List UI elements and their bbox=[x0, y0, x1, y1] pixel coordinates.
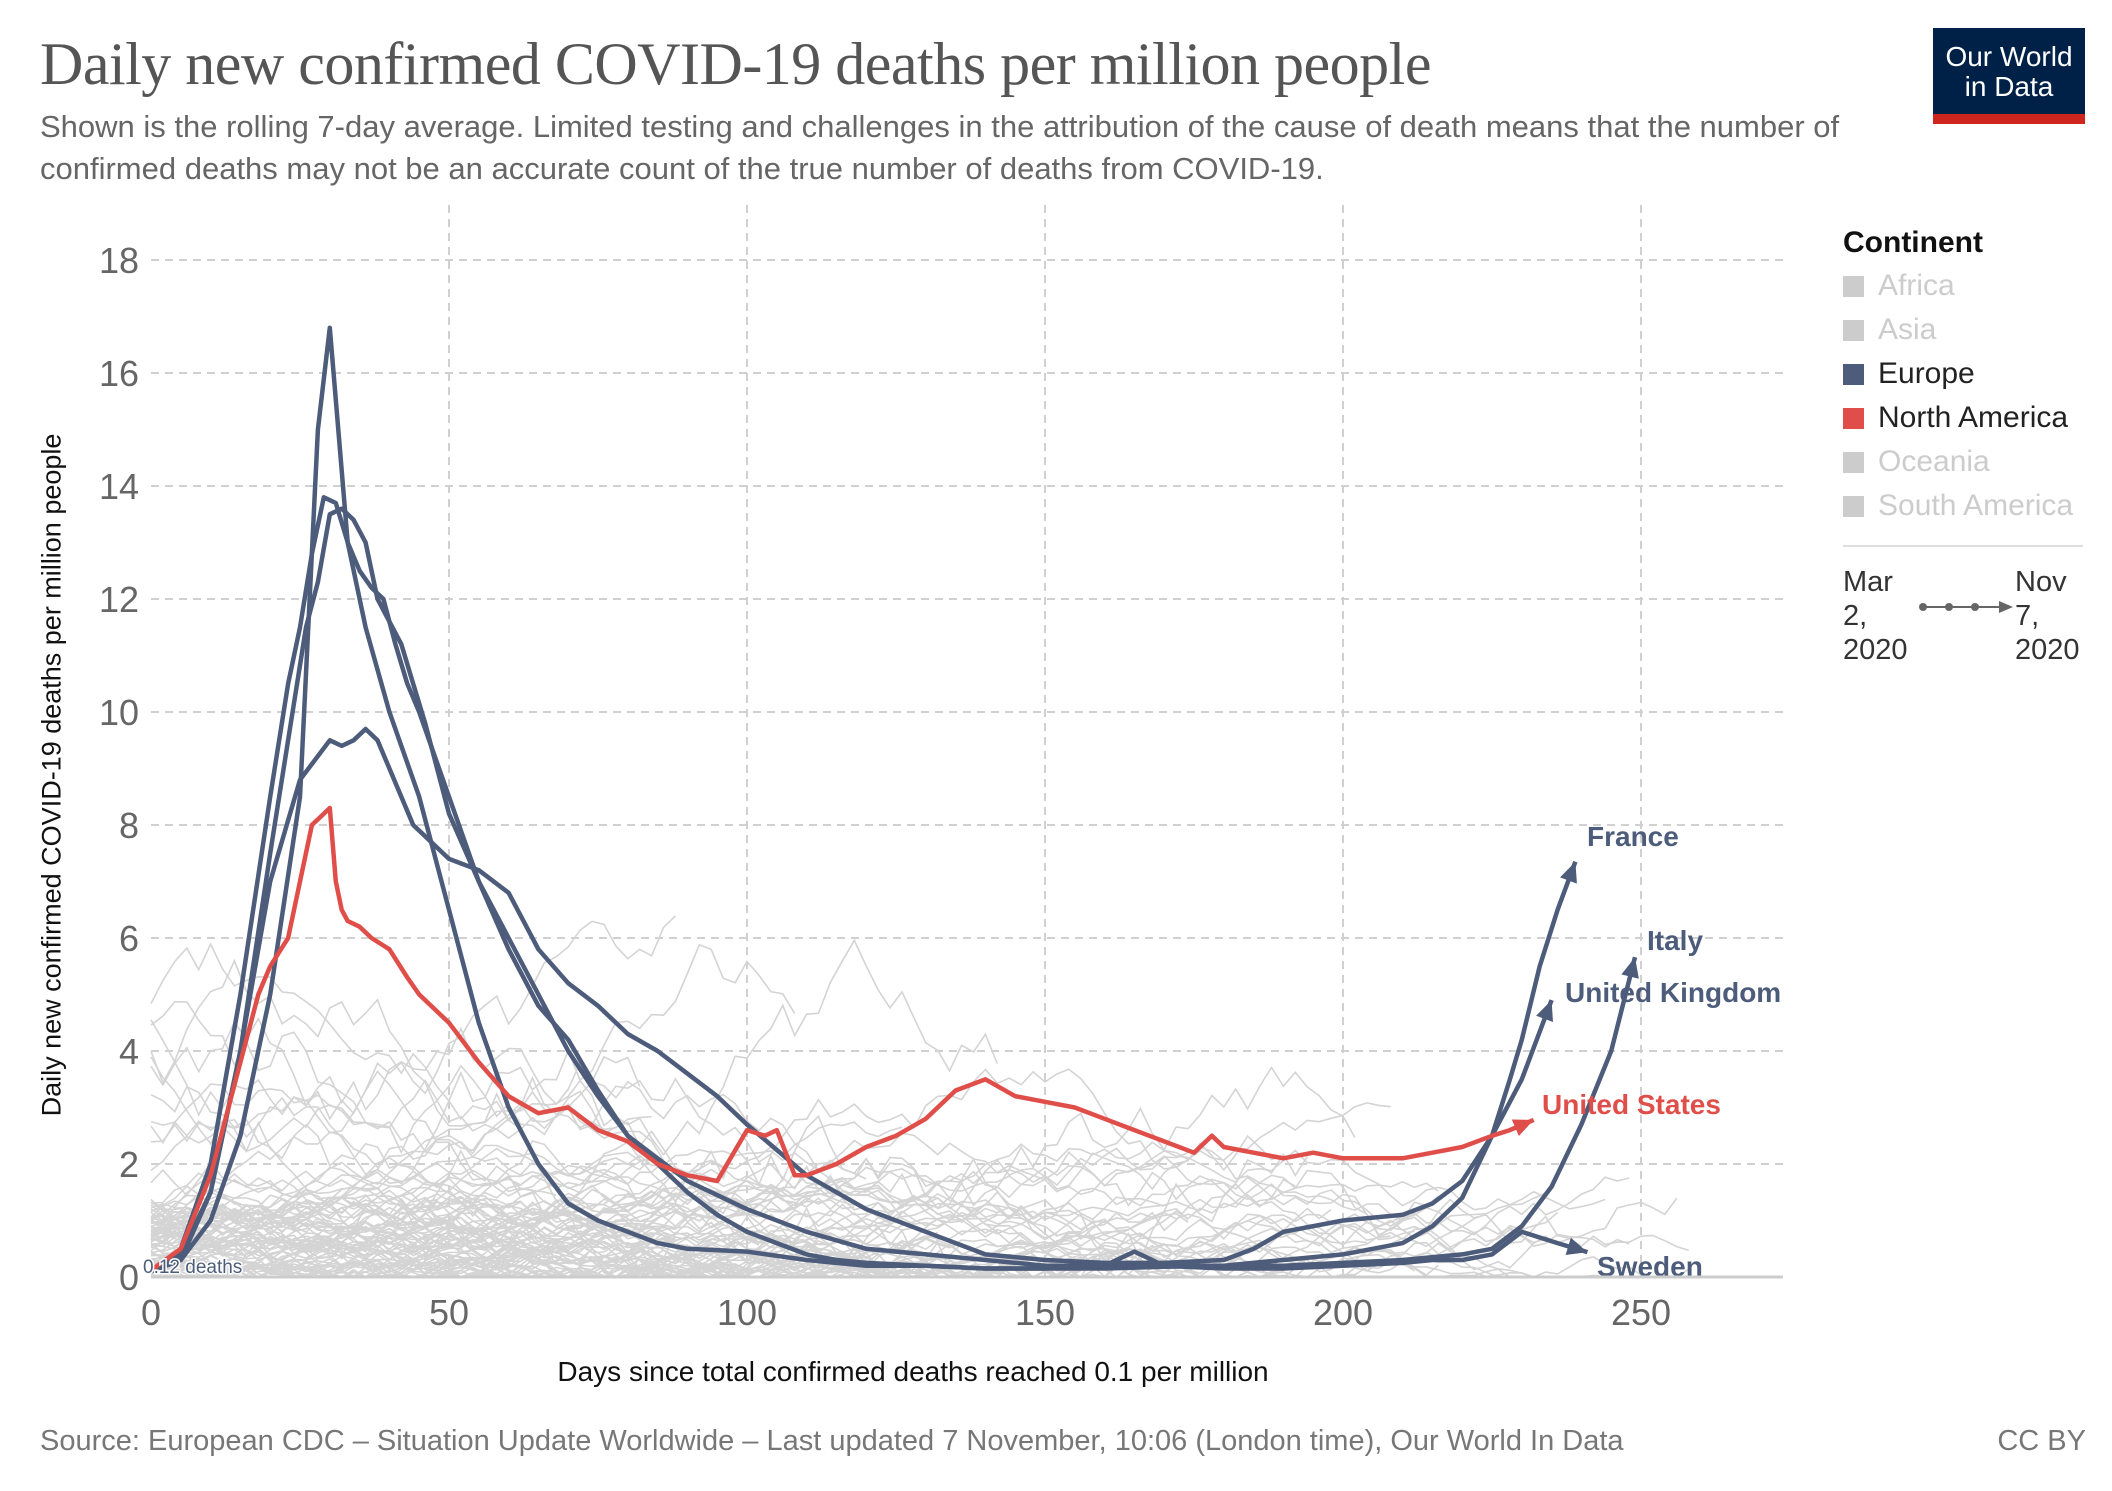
gridlines bbox=[151, 205, 1783, 1277]
license-link[interactable]: CC BY bbox=[1997, 1425, 2086, 1457]
background-country-line bbox=[150, 1216, 950, 1278]
background-country-line bbox=[150, 1226, 1690, 1278]
legend-swatch bbox=[1843, 407, 1864, 429]
background-country-line bbox=[150, 1147, 664, 1264]
logo-line-2: in Data bbox=[1964, 71, 2054, 102]
x-tick-label: 100 bbox=[717, 1292, 777, 1333]
series-end-arrow bbox=[1621, 957, 1639, 979]
legend-swatch bbox=[1843, 319, 1864, 341]
y-axis-label: Daily new confirmed COVID-19 deaths per … bbox=[36, 433, 67, 1117]
y-tick-label: 10 bbox=[99, 692, 139, 733]
x-tick-label: 50 bbox=[429, 1292, 469, 1333]
chart-title: Daily new confirmed COVID-19 deaths per … bbox=[40, 31, 1431, 97]
background-country-line bbox=[150, 1149, 1606, 1254]
y-tick-label: 18 bbox=[99, 240, 139, 281]
series-label: United Kingdom bbox=[1565, 977, 1781, 1008]
legend-item-africa[interactable]: Africa bbox=[1843, 264, 2073, 308]
x-tick-label: 150 bbox=[1015, 1292, 1075, 1333]
series-end-arrow bbox=[1536, 1000, 1553, 1023]
y-tick-label: 2 bbox=[119, 1144, 139, 1185]
x-tick-label: 250 bbox=[1611, 1292, 1671, 1333]
series-label: France bbox=[1587, 821, 1679, 852]
chart-subtitle: Shown is the rolling 7-day average. Limi… bbox=[40, 109, 1840, 186]
series-end-arrow bbox=[1560, 861, 1577, 884]
legend-label: Asia bbox=[1878, 313, 1937, 346]
legend-title: Continent bbox=[1843, 226, 1983, 259]
background-country-line bbox=[150, 1155, 1630, 1247]
end-month: Nov bbox=[2015, 566, 2067, 598]
x-axis-label: Days since total confirmed deaths reache… bbox=[557, 1356, 1269, 1387]
legend-label: Africa bbox=[1878, 269, 1955, 302]
series-end-arrow bbox=[1511, 1119, 1534, 1137]
background-country-line bbox=[150, 1231, 545, 1278]
legend-divider bbox=[1843, 545, 2083, 547]
background-country-line bbox=[150, 1203, 724, 1255]
source-note[interactable]: Source: European CDC – Situation Update … bbox=[40, 1425, 1624, 1457]
start-month: Mar bbox=[1843, 566, 1893, 598]
legend-swatch bbox=[1843, 495, 1864, 517]
background-country-line bbox=[150, 1000, 1106, 1261]
legend-item-south-america[interactable]: South America bbox=[1843, 484, 2073, 528]
background-country-line bbox=[150, 1175, 855, 1251]
start-annotation: 0.12 deaths bbox=[143, 1257, 242, 1278]
series-line-sweden[interactable] bbox=[150, 325, 1589, 1274]
background-country-line bbox=[150, 1218, 760, 1270]
background-country-line bbox=[150, 1225, 1296, 1278]
y-tick-label: 14 bbox=[99, 466, 139, 507]
series-end-arrow bbox=[1565, 1237, 1588, 1255]
legend-item-europe[interactable]: Europe bbox=[1843, 352, 2073, 396]
end-year: 2020 bbox=[2015, 634, 2080, 666]
background-country-line bbox=[150, 938, 999, 1157]
background-country-lines bbox=[150, 915, 1690, 1278]
y-tick-label: 6 bbox=[119, 918, 139, 959]
legend-swatch bbox=[1843, 451, 1864, 473]
background-country-line bbox=[150, 943, 796, 1171]
x-tick-label: 200 bbox=[1313, 1292, 1373, 1333]
legend-label: Europe bbox=[1878, 357, 1975, 390]
timeline-arrow-icon bbox=[1919, 601, 2013, 613]
y-tick-label: 4 bbox=[119, 1031, 139, 1072]
legend-item-oceania[interactable]: Oceania bbox=[1843, 440, 2073, 484]
y-tick-label: 8 bbox=[119, 805, 139, 846]
logo-line-1: Our World bbox=[1945, 41, 2073, 72]
timeline-start[interactable]: Mar 2, 2020 bbox=[1843, 565, 1908, 667]
end-day: 7, bbox=[2015, 600, 2040, 632]
axes: 0 2 4 6 8 10 12 14 16 18 0 50 100 150 200 250 bbox=[99, 240, 1783, 1333]
background-country-line bbox=[150, 1064, 665, 1161]
start-year: 2020 bbox=[1843, 634, 1908, 666]
owid-logo[interactable]: Our World in Data bbox=[1933, 28, 2085, 124]
y-tick-label: 16 bbox=[99, 353, 139, 394]
legend-swatch bbox=[1843, 275, 1864, 297]
legend-item-asia[interactable]: Asia bbox=[1843, 308, 2073, 352]
series-line-united-kingdom[interactable] bbox=[150, 726, 1554, 1274]
legend-label: South America bbox=[1878, 489, 2074, 522]
start-day: 2, bbox=[1843, 600, 1868, 632]
series-label: United States bbox=[1542, 1089, 1721, 1120]
legend-item-north-america[interactable]: North America bbox=[1843, 396, 2073, 440]
background-country-line bbox=[150, 915, 677, 1121]
timeline-end[interactable]: Nov 7, 2020 bbox=[2015, 565, 2080, 667]
y-tick-label: 12 bbox=[99, 579, 139, 620]
series-line-united-states[interactable] bbox=[149, 805, 1535, 1273]
legend-label: North America bbox=[1878, 401, 2069, 434]
background-country-line bbox=[150, 1207, 1332, 1278]
y-tick-label: 0 bbox=[119, 1257, 139, 1298]
background-country-line bbox=[150, 1066, 1356, 1233]
legend: Continent Africa Asia Europe North America O… bbox=[1843, 226, 2073, 528]
series-label: Italy bbox=[1647, 925, 1703, 956]
background-country-line bbox=[150, 1102, 1391, 1233]
logo-accent-bar bbox=[1933, 114, 2085, 124]
legend-label: Oceania bbox=[1878, 445, 1990, 478]
x-tick-label: 0 bbox=[141, 1292, 161, 1333]
legend-swatch bbox=[1843, 363, 1864, 385]
background-country-line bbox=[150, 1172, 1559, 1278]
